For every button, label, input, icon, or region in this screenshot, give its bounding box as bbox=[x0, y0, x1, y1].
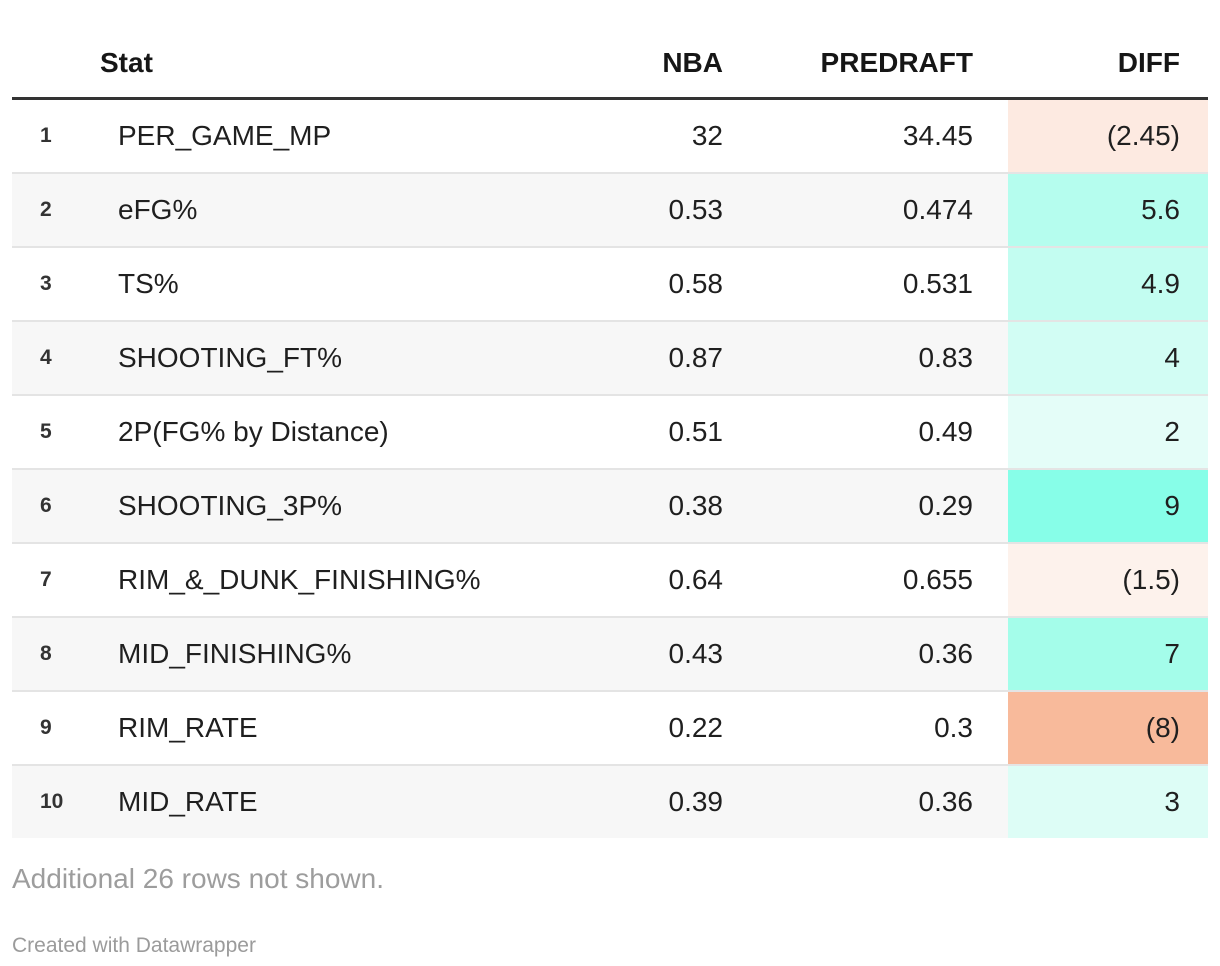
table-row: 7 RIM_&_DUNK_FINISHING% 0.64 0.655 (1.5) bbox=[12, 542, 1208, 617]
diff-value-cell: 4.9 bbox=[1008, 246, 1208, 321]
datawrapper-credit-link[interactable]: Created with Datawrapper bbox=[12, 934, 256, 957]
row-index-cell: 8 bbox=[12, 616, 100, 691]
predraft-value-cell: 0.3 bbox=[735, 690, 1008, 765]
table-row: 10 MID_RATE 0.39 0.36 3 bbox=[12, 764, 1208, 838]
predraft-value-cell: 34.45 bbox=[902, 120, 973, 151]
stat-cell: MID_FINISHING% bbox=[100, 616, 530, 691]
column-header-predraft: PREDRAFT bbox=[735, 0, 1008, 100]
diff-value-cell: (2.45) bbox=[1008, 98, 1208, 173]
predraft-value-cell: 0.474 bbox=[735, 172, 1008, 247]
row-index-cell: 2 bbox=[12, 172, 100, 247]
table-row: 1 PER_GAME_MP 32 34.45 (2.45) bbox=[12, 98, 1208, 173]
stat-cell: 2P(FG% by Distance) bbox=[100, 394, 530, 469]
table-row: 3 TS% 0.58 0.531 4.9 bbox=[12, 246, 1208, 321]
diff-value-cell: (8) bbox=[1008, 690, 1208, 765]
predraft-value-cell: 0.531 bbox=[735, 246, 1008, 321]
row-index-cell: 10 bbox=[12, 764, 100, 838]
column-header-stat: Stat bbox=[100, 0, 530, 100]
table-row: 2 eFG% 0.53 0.474 5.6 bbox=[12, 172, 1208, 247]
nba-value-cell: 0.87 bbox=[530, 320, 735, 395]
stat-cell: SHOOTING_FT% bbox=[100, 320, 530, 395]
predraft-value-cell: 0.49 bbox=[735, 394, 1008, 469]
column-header-diff: DIFF bbox=[1008, 0, 1208, 100]
header-row: Stat NBA PREDRAFT DIFF bbox=[12, 0, 1208, 100]
table-row: 9 RIM_RATE 0.22 0.3 (8) bbox=[12, 690, 1208, 765]
diff-value-cell: 4 bbox=[1008, 320, 1208, 395]
stat-cell: SHOOTING_3P% bbox=[100, 468, 530, 543]
table-row: 5 2P(FG% by Distance) 0.51 0.49 2 bbox=[12, 394, 1208, 469]
table-row: 4 SHOOTING_FT% 0.87 0.83 4 bbox=[12, 320, 1208, 395]
stat-cell: RIM_&_DUNK_FINISHING% bbox=[100, 542, 530, 617]
predraft-value-cell: 0.29 bbox=[735, 468, 1008, 543]
row-index-cell: 9 bbox=[12, 690, 100, 765]
stat-cell: eFG% bbox=[100, 172, 530, 247]
diff-value-cell: 2 bbox=[1008, 394, 1208, 469]
column-header-nba: NBA bbox=[530, 0, 735, 100]
row-index-cell: 1 bbox=[40, 124, 52, 147]
nba-value-cell: 0.22 bbox=[530, 690, 735, 765]
row-index-cell: 6 bbox=[12, 468, 100, 543]
diff-value-cell: 5.6 bbox=[1008, 172, 1208, 247]
nba-value-cell: 0.58 bbox=[530, 246, 735, 321]
nba-value-cell: 32 bbox=[691, 120, 723, 151]
predraft-value-cell: 0.655 bbox=[735, 542, 1008, 617]
table-row: 8 MID_FINISHING% 0.43 0.36 7 bbox=[12, 616, 1208, 691]
nba-value-cell: 0.43 bbox=[530, 616, 735, 691]
predraft-value-cell: 0.83 bbox=[735, 320, 1008, 395]
predraft-value-cell: 0.36 bbox=[735, 616, 1008, 691]
nba-value-cell: 0.64 bbox=[530, 542, 735, 617]
rows-not-shown-note: Additional 26 rows not shown. bbox=[12, 863, 384, 894]
stats-table: Stat NBA PREDRAFT DIFF 1 PER_GAME_MP 32 34.… bbox=[12, 0, 1208, 838]
diff-value-cell: 9 bbox=[1008, 468, 1208, 543]
nba-value-cell: 0.38 bbox=[530, 468, 735, 543]
stat-cell: PER_GAME_MP bbox=[118, 120, 332, 151]
nba-value-cell: 0.39 bbox=[530, 764, 735, 838]
stat-cell: RIM_RATE bbox=[100, 690, 530, 765]
column-header-index bbox=[12, 0, 100, 100]
nba-value-cell: 0.53 bbox=[530, 172, 735, 247]
diff-value-cell: 7 bbox=[1008, 616, 1208, 691]
table-row: 6 SHOOTING_3P% 0.38 0.29 9 bbox=[12, 468, 1208, 543]
diff-value-cell: (1.5) bbox=[1008, 542, 1208, 617]
row-index-cell: 5 bbox=[12, 394, 100, 469]
stat-cell: TS% bbox=[100, 246, 530, 321]
predraft-value-cell: 0.36 bbox=[735, 764, 1008, 838]
stat-cell: MID_RATE bbox=[100, 764, 530, 838]
diff-value-cell: 3 bbox=[1008, 764, 1208, 838]
row-index-cell: 7 bbox=[12, 542, 100, 617]
nba-value-cell: 0.51 bbox=[530, 394, 735, 469]
row-index-cell: 4 bbox=[12, 320, 100, 395]
row-index-cell: 3 bbox=[12, 246, 100, 321]
